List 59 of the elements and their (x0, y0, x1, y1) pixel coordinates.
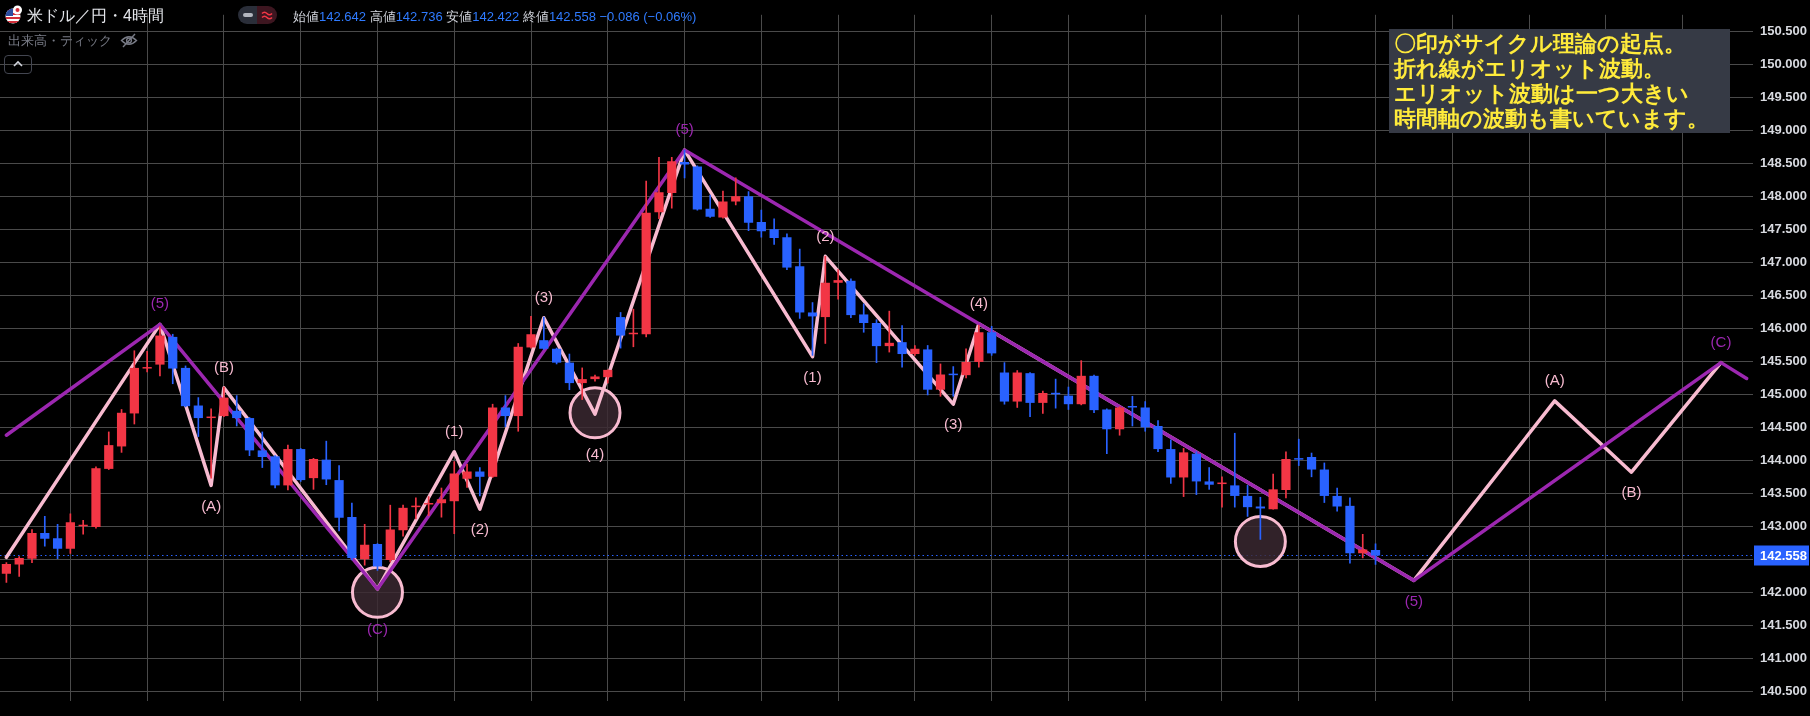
y-tick-label: 146.500 (1760, 286, 1807, 302)
y-tick-label: 147.500 (1760, 220, 1807, 236)
annotation: (B) (1621, 483, 1642, 501)
annotation: (1) (803, 367, 822, 385)
y-tick-label: 141.000 (1760, 649, 1807, 665)
candlestick (142, 351, 152, 373)
candlestick (577, 367, 587, 400)
annotation: 時間軸の波動も書いています。 (1394, 106, 1710, 131)
candlestick (731, 177, 741, 206)
y-tick-label: 142.000 (1760, 583, 1807, 599)
annotation: (5) (150, 294, 170, 312)
y-tick-label: 148.000 (1760, 187, 1807, 203)
y-tick-label: 140.500 (1760, 682, 1807, 698)
ref-line-label: 142.558 (1760, 547, 1807, 563)
candlestick (475, 467, 485, 497)
annotation: (3) (534, 287, 553, 305)
annotation: (5) (1404, 591, 1424, 609)
y-tick-label: 145.500 (1760, 352, 1807, 368)
point (350, 565, 404, 619)
annotation: (3) (944, 415, 963, 433)
y-tick-label: 149.500 (1760, 88, 1807, 104)
y-tick-label: 144.000 (1760, 451, 1807, 467)
y-tick-label: 145.000 (1760, 385, 1807, 401)
annotation: (4) (969, 293, 989, 311)
candlestick (257, 431, 267, 468)
annotation: (A) (1544, 371, 1565, 389)
candlestick (232, 395, 242, 427)
y-tick-label: 141.500 (1760, 616, 1807, 632)
candlestick (884, 310, 894, 353)
annotation: (4) (585, 445, 605, 463)
annotation: (5) (675, 120, 694, 138)
annotation: (C) (1710, 332, 1732, 350)
y-tick-label: 150.500 (1760, 22, 1807, 38)
chart-title: 米ドル／円・4時間 (27, 6, 164, 26)
y-tick-label: 143.500 (1760, 484, 1807, 500)
annotation: (1) (445, 421, 464, 439)
text: 始値142.642 高値142.736 安値142.422 終値142.558 −0.086 (−0.06%) (293, 9, 697, 24)
candlestick (1230, 432, 1240, 508)
y-tick-label: 148.500 (1760, 154, 1807, 170)
annotation: 〇印がサイクル理論の起点。 (1394, 31, 1687, 56)
annotation: 折れ線がエリオット波動。 (1394, 56, 1666, 81)
y-tick-label: 144.500 (1760, 418, 1807, 434)
y-tick-label: 149.000 (1760, 121, 1807, 137)
point (1233, 514, 1287, 568)
candlestick (1294, 438, 1304, 466)
annotation: (A) (201, 496, 222, 514)
annotation: エリオット波動は一つ大きい (1394, 81, 1690, 106)
y-tick-label: 146.000 (1760, 319, 1807, 335)
y-tick-label: 147.000 (1760, 253, 1807, 269)
annotation: (C) (367, 620, 388, 638)
candlestick (833, 269, 843, 300)
candlestick (40, 516, 50, 547)
annotation: (B) (213, 357, 234, 375)
y-tick-label: 150.000 (1760, 55, 1807, 71)
candlestick (1204, 467, 1214, 490)
candlestick (1358, 533, 1368, 559)
annotation: 出来高・ティック (8, 32, 112, 50)
annotation: (2) (470, 520, 490, 538)
y-tick-label: 143.000 (1760, 517, 1807, 533)
